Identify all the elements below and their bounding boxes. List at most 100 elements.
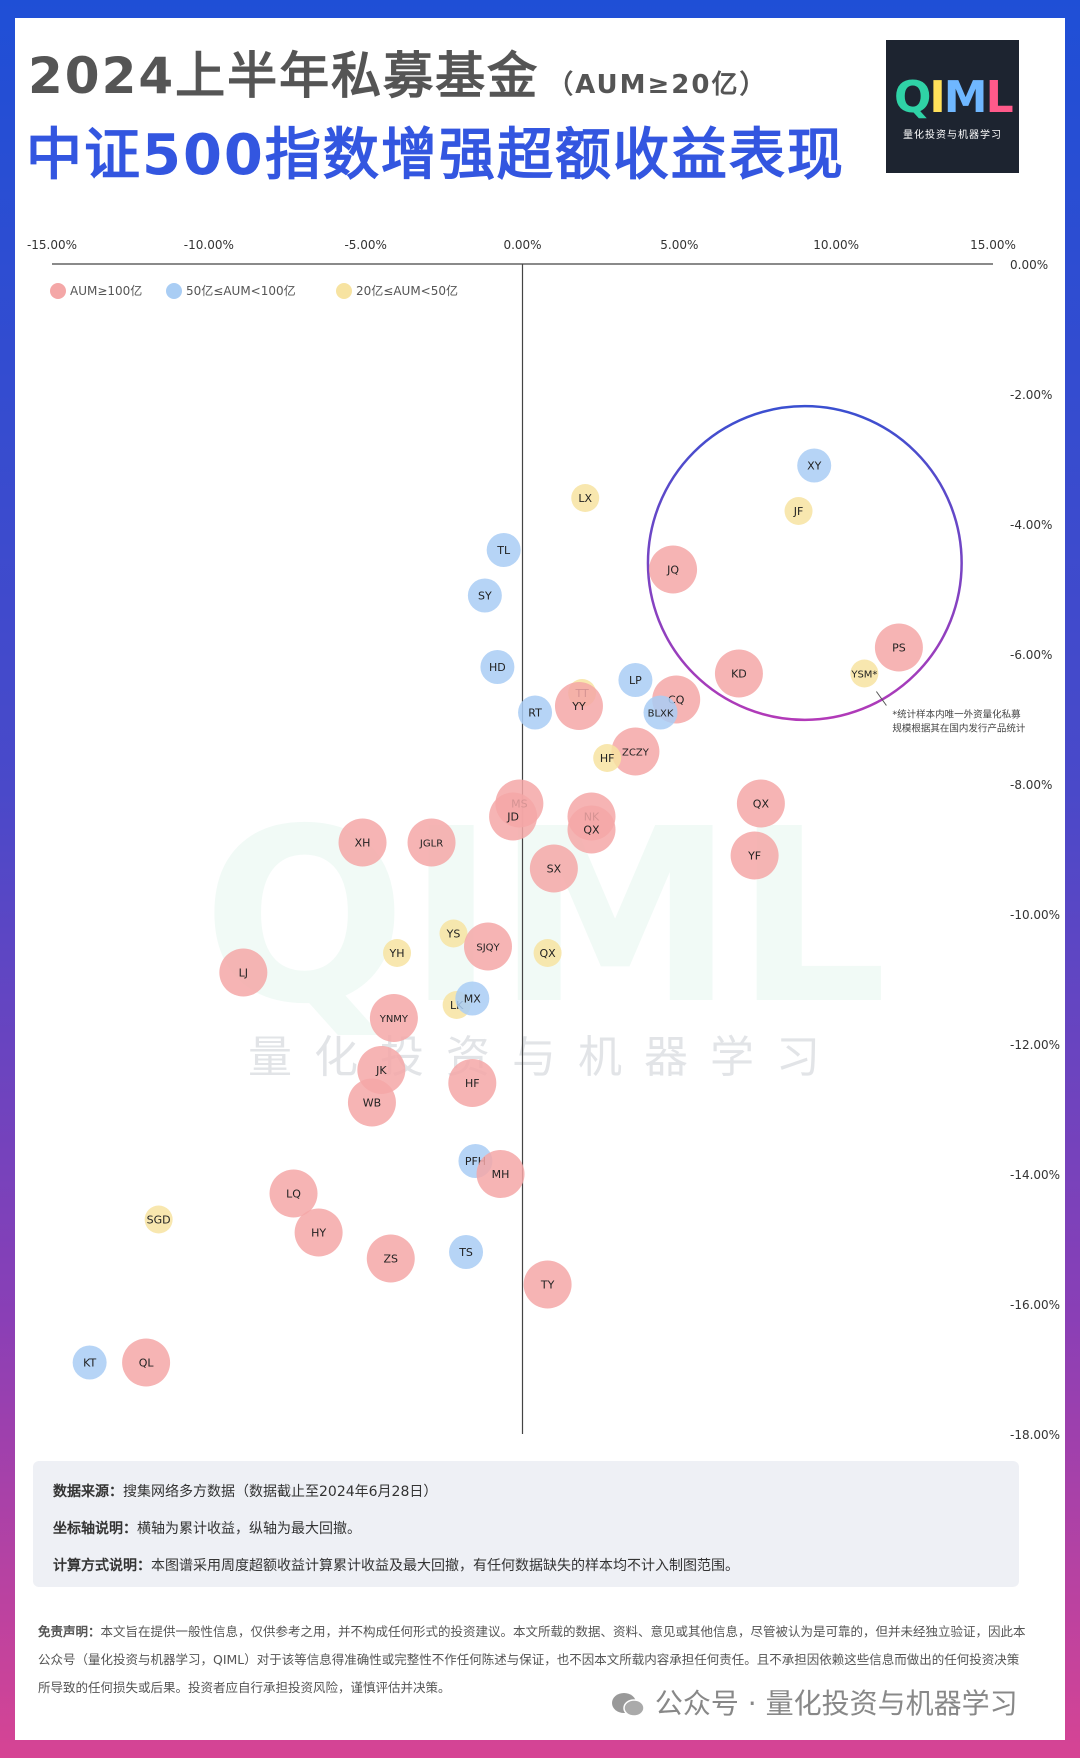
data-point: HD xyxy=(480,650,515,684)
point-marker xyxy=(294,1208,343,1257)
point-label: TL xyxy=(496,544,511,557)
point-label: YF xyxy=(747,850,761,863)
data-point: TL xyxy=(486,533,521,567)
data-point: PS xyxy=(874,623,923,672)
point-label: LJ xyxy=(239,967,248,980)
data-point: SX xyxy=(529,844,578,893)
data-point: QX xyxy=(736,779,785,828)
page-title: 2024上半年私募基金 （AUM≥20亿） xyxy=(28,36,767,108)
point-label: YS xyxy=(446,928,461,941)
point-label: HY xyxy=(311,1227,326,1240)
data-point: YNMY xyxy=(369,994,418,1042)
data-point: HY xyxy=(294,1208,343,1257)
point-label: QX xyxy=(539,947,556,960)
data-point: XY xyxy=(797,448,832,483)
point-label: XH xyxy=(355,837,371,850)
point-label: MH xyxy=(492,1168,510,1181)
point-label: SGD xyxy=(147,1214,171,1227)
data-point: KD xyxy=(714,649,763,698)
disclaimer: 免责声明：本文旨在提供一般性信息，仅供参考之用，并不构成任何形式的投资建议。本文… xyxy=(38,1618,1028,1702)
note-axes: 坐标轴说明：横轴为累计收益，纵轴为最大回撤。 xyxy=(53,1518,361,1538)
axes: -15.00% -10.00% -5.00% 0.00% 5.00% 10.00% 15.0… xyxy=(27,238,1060,1442)
point-label: YNMY xyxy=(379,1014,409,1025)
data-point: MX xyxy=(455,981,490,1016)
point-marker xyxy=(72,1345,107,1380)
y-tick-label: -4.00% xyxy=(1010,518,1052,532)
data-point: MH xyxy=(476,1150,525,1198)
point-marker xyxy=(571,484,600,512)
point-marker xyxy=(593,744,622,772)
point-marker xyxy=(850,659,879,688)
point-marker xyxy=(347,1078,396,1127)
point-marker xyxy=(122,1338,171,1387)
point-label: SY xyxy=(478,590,492,603)
y-tick-label: -14.00% xyxy=(1010,1168,1060,1182)
wechat-account: 公众号 · 量化投资与机器学习 xyxy=(604,1682,1024,1722)
point-label: KT xyxy=(83,1357,96,1370)
title-suffix: （AUM≥20亿） xyxy=(547,70,768,100)
point-marker xyxy=(480,650,515,684)
point-label: YY xyxy=(571,700,586,713)
note-text: 搜集网络多方数据（数据截止至2024年6月28日） xyxy=(123,1484,438,1500)
x-tick-label: 10.00% xyxy=(813,238,859,252)
point-marker xyxy=(736,779,785,828)
point-marker xyxy=(714,649,763,698)
x-tick-label: -10.00% xyxy=(184,238,234,252)
y-tick-label: 0.00% xyxy=(1010,258,1048,272)
disclaimer-text: 本文旨在提供一般性信息，仅供参考之用，并不构成任何形式的投资建议。本文所载的数据… xyxy=(38,1624,1026,1695)
y-tick-label: -10.00% xyxy=(1010,908,1060,922)
data-point: QL xyxy=(122,1338,171,1387)
legend-swatch xyxy=(166,283,182,299)
point-label: MX xyxy=(464,993,481,1006)
highlight-ring xyxy=(646,404,963,722)
data-point: YH xyxy=(383,939,412,967)
data-point: YS xyxy=(439,919,468,948)
data-point: SY xyxy=(467,578,502,613)
note-method: 计算方式说明：本图谱采用周度超额收益计算累计收益及最大回撤，有任何数据缺失的样本… xyxy=(53,1555,739,1575)
point-label: YH xyxy=(389,947,405,960)
point-label: JD xyxy=(506,811,519,824)
data-point: LP xyxy=(618,663,653,697)
page-subtitle: 中证500指数增强超额收益表现 xyxy=(26,123,845,188)
point-label: HD xyxy=(489,661,506,674)
point-label: WB xyxy=(363,1097,381,1110)
logo-mark: QIML xyxy=(894,72,1014,123)
y-tick-label: -8.00% xyxy=(1010,778,1052,792)
annotation-text: *统计样本内唯一外资量化私募 xyxy=(892,709,1021,721)
point-marker xyxy=(489,792,538,841)
point-marker xyxy=(797,448,832,483)
point-label: QL xyxy=(139,1357,155,1370)
data-point: BLXK xyxy=(643,695,678,730)
y-tick-label: -2.00% xyxy=(1010,388,1052,402)
logo-subtitle: 量化投资与机器学习 xyxy=(903,130,1002,141)
x-tick-label: -5.00% xyxy=(344,238,386,252)
x-tick-label: 15.00% xyxy=(970,238,1016,252)
point-label: JK xyxy=(375,1064,387,1077)
point-label: JQ xyxy=(666,564,679,577)
point-label: RT xyxy=(528,707,542,720)
note-label: 数据来源： xyxy=(53,1484,123,1500)
y-tick-label: -16.00% xyxy=(1010,1298,1060,1312)
point-marker xyxy=(730,831,779,880)
legend-swatch xyxy=(50,283,66,299)
point-marker xyxy=(476,1150,525,1198)
point-marker xyxy=(219,948,268,997)
data-point: JQ xyxy=(649,545,698,594)
data-point: QX xyxy=(567,805,616,854)
point-label: ZS xyxy=(383,1253,398,1266)
legend: AUM≥100亿 50亿≤AUM<100亿 20亿≤AUM<50亿 xyxy=(50,283,458,299)
x-tick-label: -15.00% xyxy=(27,238,77,252)
note-label: 坐标轴说明： xyxy=(53,1521,137,1537)
point-marker xyxy=(144,1205,173,1234)
data-point: ZS xyxy=(366,1234,415,1283)
point-marker xyxy=(448,1059,497,1107)
data-point: SJQY xyxy=(463,922,512,971)
point-label: JGLR xyxy=(419,839,443,850)
data-point: JF xyxy=(784,497,813,525)
data-points: XYLXJFTLJQSYPSHDKDYSM*LPTTCQYYRTBLXKZCZY… xyxy=(72,448,923,1387)
point-marker xyxy=(407,818,456,867)
data-point: HF xyxy=(593,744,622,772)
data-point: YF xyxy=(730,831,779,880)
